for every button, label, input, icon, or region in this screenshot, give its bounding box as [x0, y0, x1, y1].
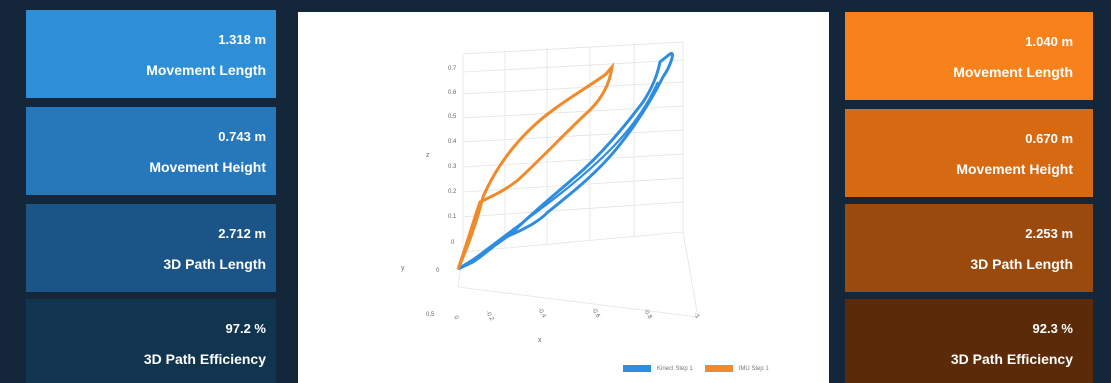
- path-efficiency-label: 3D Path Efficiency: [950, 351, 1073, 367]
- movement-length-label: Movement Length: [146, 62, 266, 78]
- movement-length-card: 1.040 m Movement Length: [845, 12, 1093, 100]
- z-tick: 0.1: [448, 214, 457, 220]
- movement-height-value: 0.743 m: [218, 129, 266, 144]
- imu-legend-label[interactable]: IMU Step 1: [738, 365, 769, 372]
- x-tick: -0.8: [642, 308, 653, 321]
- z-tick: 0.5: [448, 114, 457, 120]
- z-tick-labels: 0.7 0.6 0.5 0.4 0.3 0.2 0.1 0: [448, 66, 457, 246]
- kinect-trajectory-line: [457, 51, 674, 271]
- y-tick: 0: [436, 268, 440, 274]
- x-tick-labels: 0 -0.2 -0.4 -0.6 -0.8 -1: [452, 307, 700, 323]
- path-efficiency-value: 92.3 %: [1032, 321, 1073, 336]
- movement-height-value: 0.670 m: [1025, 131, 1073, 146]
- kinect-trajectory-inner: [462, 81, 659, 268]
- movement-length-label: Movement Length: [953, 64, 1073, 80]
- z-axis-label: z: [426, 152, 430, 159]
- x-tick: -1: [692, 312, 700, 320]
- z-tick: 0.3: [448, 164, 457, 170]
- chart-legend: Kinect Step 1 IMU Step 1: [623, 365, 769, 372]
- chart-svg: 0.7 0.6 0.5 0.4 0.3 0.2 0.1 0 z y 0 0.5 …: [401, 41, 700, 344]
- movement-length-card: 1.318 m Movement Length: [26, 10, 276, 98]
- path-length-card: 2.253 m 3D Path Length: [845, 204, 1093, 292]
- kinect-legend-swatch: [623, 365, 651, 372]
- path-length-card: 2.712 m 3D Path Length: [26, 204, 276, 292]
- kinect-legend-label[interactable]: Kinect Step 1: [657, 365, 693, 372]
- z-tick: 0: [451, 240, 455, 246]
- imu-trajectory-line: [456, 62, 615, 270]
- path-length-label: 3D Path Length: [970, 256, 1073, 272]
- path-efficiency-card: 92.3 % 3D Path Efficiency: [845, 299, 1093, 383]
- imu-legend-swatch: [704, 365, 733, 372]
- path-efficiency-label: 3D Path Efficiency: [143, 351, 266, 367]
- movement-height-card: 0.743 m Movement Height: [26, 107, 276, 195]
- movement-height-label: Movement Height: [956, 161, 1073, 177]
- z-tick: 0.2: [448, 189, 457, 195]
- y-axis-label: y: [401, 265, 405, 272]
- y-tick: 0.5: [426, 312, 435, 318]
- path-efficiency-value: 97.2 %: [225, 321, 266, 336]
- path-length-value: 2.253 m: [1025, 226, 1073, 241]
- trajectory-3d-chart[interactable]: 0.7 0.6 0.5 0.4 0.3 0.2 0.1 0 z y 0 0.5 …: [298, 12, 829, 383]
- x-tick: -0.2: [484, 310, 495, 323]
- x-axis-label: x: [538, 337, 542, 344]
- x-tick: -0.4: [536, 307, 547, 320]
- z-tick: 0.6: [448, 90, 457, 96]
- path-length-value: 2.712 m: [218, 226, 266, 241]
- movement-length-value: 1.040 m: [1025, 34, 1073, 49]
- movement-height-card: 0.670 m Movement Height: [845, 109, 1093, 197]
- x-tick: -0.6: [590, 307, 601, 320]
- movement-height-label: Movement Height: [149, 159, 266, 175]
- path-efficiency-card: 97.2 % 3D Path Efficiency: [26, 299, 276, 383]
- movement-length-value: 1.318 m: [218, 32, 266, 47]
- path-length-label: 3D Path Length: [163, 256, 266, 272]
- z-tick: 0.4: [448, 139, 457, 145]
- z-tick: 0.7: [448, 66, 457, 72]
- x-tick: 0: [452, 315, 459, 321]
